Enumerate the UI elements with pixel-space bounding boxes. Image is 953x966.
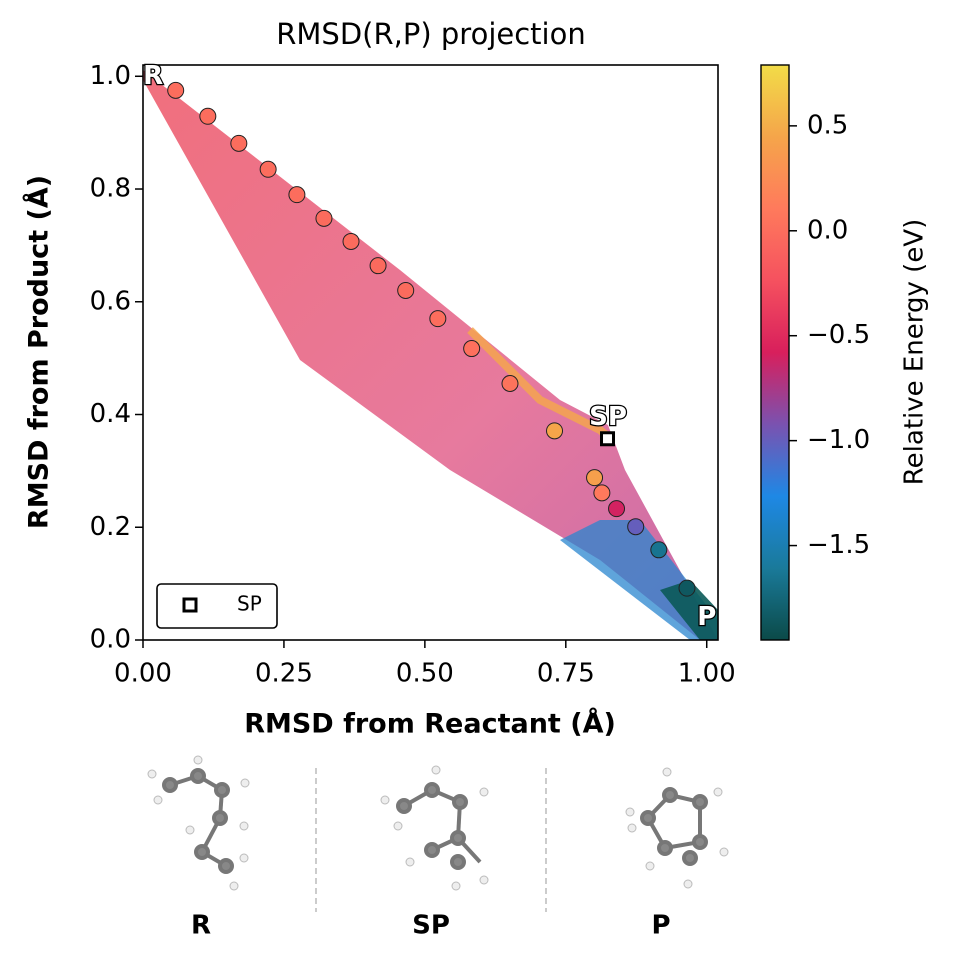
point	[678, 579, 696, 597]
point	[369, 257, 387, 275]
y-tick-label: 0.8	[90, 174, 131, 204]
point	[593, 484, 611, 502]
y-tick-label: 0.4	[90, 399, 131, 429]
y-tick-label: 0.6	[90, 286, 131, 316]
colorbar	[760, 64, 790, 641]
hydrogens	[147, 755, 729, 891]
y-axis-label: RMSD from Product (Å)	[23, 175, 55, 529]
point	[397, 281, 415, 299]
y-tick-label: 0.2	[90, 512, 131, 542]
point	[199, 107, 217, 125]
annotation: R	[143, 61, 163, 91]
plot-frame	[142, 64, 719, 641]
point	[501, 375, 519, 393]
x-tick-label: 0.25	[255, 659, 313, 689]
colorbar-tick-label: −1.5	[807, 530, 870, 560]
x-tick-label: 0.00	[114, 659, 172, 689]
point	[259, 160, 277, 178]
legend	[156, 583, 278, 629]
colorbar-label: Relative Energy (eV)	[900, 219, 930, 485]
surface	[143, 70, 718, 640]
x-tick-label: 1.00	[678, 659, 736, 689]
point	[315, 209, 333, 227]
point	[627, 518, 645, 536]
point	[463, 340, 481, 358]
x-axis-label: RMSD from Reactant (Å)	[244, 708, 616, 740]
structures	[162, 768, 708, 874]
x-tick-label: 0.50	[396, 659, 454, 689]
colorbar-tick-label: 0.5	[807, 110, 848, 140]
sp-marker	[600, 431, 616, 447]
legend-label: SP	[237, 592, 262, 616]
point	[586, 469, 604, 487]
y-tick-label: 1.0	[90, 61, 131, 91]
point	[429, 310, 447, 328]
point	[230, 134, 248, 152]
colorbar-tick-label: −1.0	[807, 425, 870, 455]
colorbar-tick-label: 0.0	[807, 215, 848, 245]
point	[650, 541, 668, 559]
x-tick-label: 0.75	[537, 659, 595, 689]
point	[546, 422, 564, 440]
annotation: SP	[589, 402, 627, 432]
point	[288, 186, 306, 204]
point	[608, 500, 626, 518]
colorbar-tick-label: −0.5	[807, 320, 870, 350]
point	[167, 81, 185, 99]
y-tick-label: 0.0	[90, 625, 131, 655]
structure-label: SP	[412, 911, 450, 941]
structure-label: P	[651, 911, 670, 941]
legend-marker	[182, 597, 198, 613]
point	[342, 232, 360, 250]
annotation: P	[697, 602, 716, 632]
chart-title: RMSD(R,P) projection	[276, 17, 585, 51]
structure-label: R	[191, 911, 211, 941]
